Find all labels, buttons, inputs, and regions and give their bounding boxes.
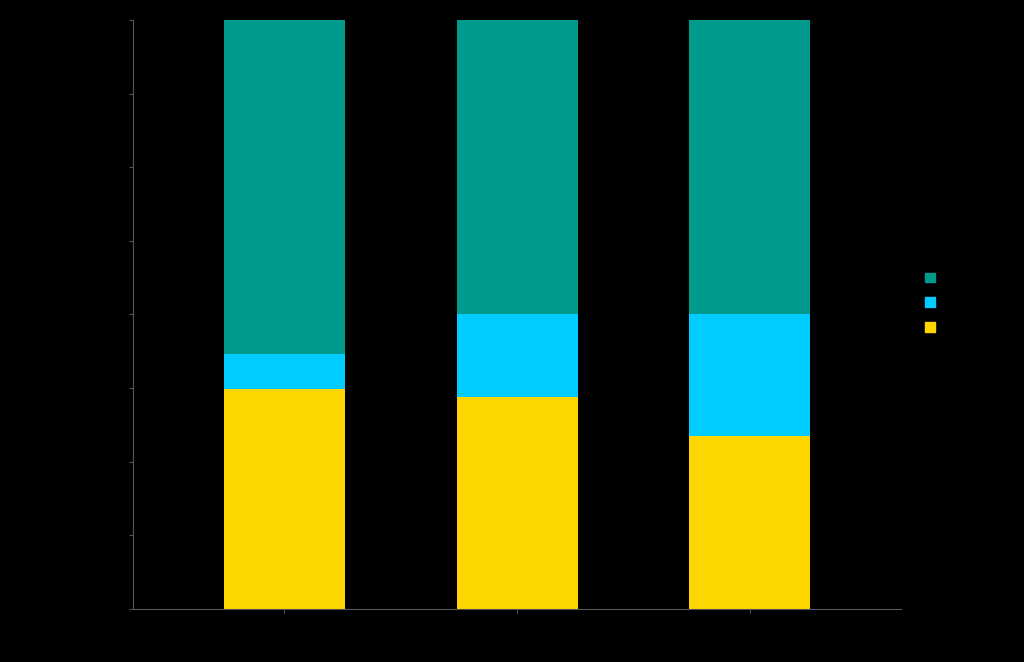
Bar (224, 20, 345, 354)
Bar (457, 397, 578, 609)
Legend: , , : , , (922, 269, 942, 336)
Bar (457, 314, 578, 397)
Bar (224, 354, 345, 389)
Bar (457, 20, 578, 314)
Bar (689, 436, 810, 609)
Bar (224, 389, 345, 609)
Bar (689, 20, 810, 314)
Bar (689, 314, 810, 436)
